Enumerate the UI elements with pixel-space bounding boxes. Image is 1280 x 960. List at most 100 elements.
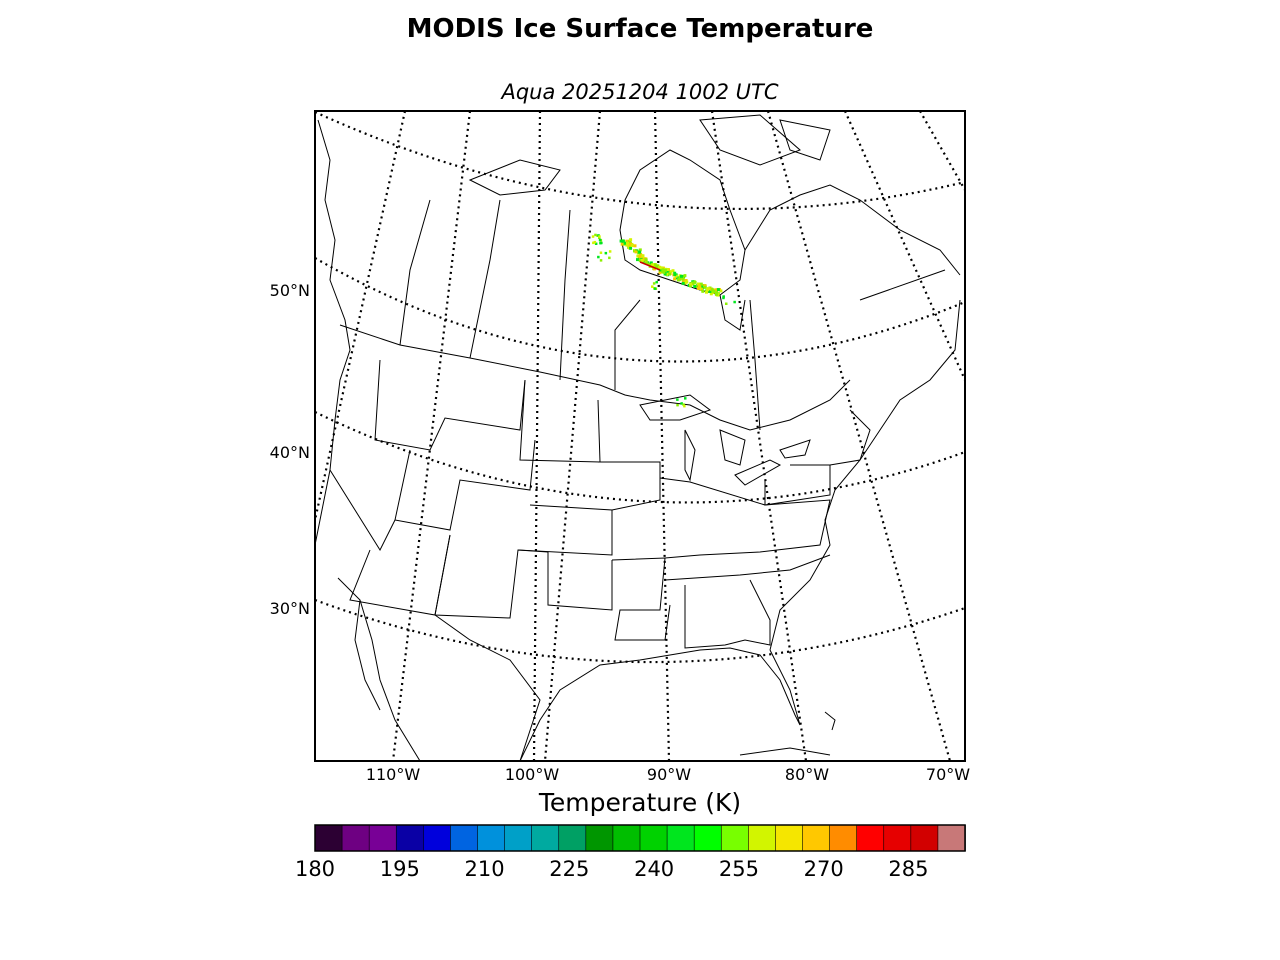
data-pixel xyxy=(593,240,597,244)
longitude-labels: 110°W 100°W 90°W 80°W 70°W xyxy=(366,765,970,784)
data-pixel xyxy=(649,261,653,265)
gulf-coastline xyxy=(519,647,801,761)
data-pixel xyxy=(678,276,682,279)
data-pixel xyxy=(674,274,678,278)
colorbar-bin xyxy=(423,824,452,852)
data-pixel xyxy=(669,270,673,274)
data-pixel xyxy=(651,285,654,288)
colorbar-bin xyxy=(856,824,885,852)
data-pixel xyxy=(629,246,633,250)
data-pixel xyxy=(684,397,687,400)
data-pixel xyxy=(625,243,629,247)
data-pixel xyxy=(660,266,664,270)
data-pixel xyxy=(661,268,665,272)
data-pixel xyxy=(598,238,602,242)
states-pa-ny xyxy=(764,464,831,506)
colorbar-tick-label: 240 xyxy=(634,857,674,881)
data-pixel xyxy=(680,402,683,405)
colorbar-bin xyxy=(531,824,560,852)
colorbar-bin xyxy=(693,824,723,852)
labrador-coast xyxy=(744,184,961,276)
data-pixel xyxy=(661,266,665,270)
data-pixel xyxy=(644,261,648,265)
data-pixel xyxy=(700,287,703,291)
lon-line-80 xyxy=(710,111,808,761)
colorbar-tick-label: 255 xyxy=(719,857,759,881)
states-southeast xyxy=(684,579,771,649)
data-pixel xyxy=(685,280,689,284)
data-pixel xyxy=(733,300,736,304)
colorbar-bin xyxy=(720,824,750,852)
colorbar-bin xyxy=(368,824,398,852)
states-nebraska-kansas xyxy=(598,461,661,511)
lat-label-40: 40°N xyxy=(270,443,310,462)
states-dakotas xyxy=(519,379,601,463)
province-border-sk-mb xyxy=(559,209,571,381)
data-pixel xyxy=(709,292,713,296)
data-pixel xyxy=(691,281,695,285)
data-pixel xyxy=(676,403,679,407)
bahamas xyxy=(824,711,836,731)
colorbar-tick-labels: 180 195 210 225 240 255 270 285 xyxy=(295,857,929,881)
states-south-central xyxy=(611,557,671,641)
data-pixel xyxy=(673,273,677,277)
mexico-interior xyxy=(434,614,541,761)
map-border xyxy=(314,110,966,762)
data-pixel xyxy=(636,254,640,258)
data-pixel xyxy=(705,290,708,294)
data-pixel xyxy=(712,290,716,293)
colorbar-bin xyxy=(639,824,668,852)
colorbar-tick-label: 225 xyxy=(549,857,589,881)
colorbar-tick-label: 285 xyxy=(888,857,928,881)
data-pixel xyxy=(666,268,670,271)
data-pixel xyxy=(598,235,601,238)
states-mountain xyxy=(394,439,536,531)
data-pixel xyxy=(599,259,603,262)
data-pixel xyxy=(633,244,637,248)
data-pixel xyxy=(629,242,633,246)
colorbar-bin xyxy=(612,824,641,852)
lon-line-70 xyxy=(766,111,952,761)
pacific-coastline xyxy=(315,119,351,546)
data-pixel xyxy=(599,251,603,254)
colorbar-bin xyxy=(910,824,939,852)
map-panel[interactable] xyxy=(314,110,966,762)
data-pixel xyxy=(662,270,666,274)
lake-ontario xyxy=(779,439,811,459)
data-pixel xyxy=(719,289,723,293)
state-border-ca-nv xyxy=(329,469,396,552)
colorbar-bin xyxy=(748,824,777,852)
data-pixel xyxy=(597,255,600,259)
latitude-gridlines xyxy=(315,111,965,664)
colorbar-bin xyxy=(585,824,614,852)
lon-line-60 xyxy=(843,111,965,381)
data-pixel xyxy=(626,241,629,245)
lake-superior xyxy=(639,394,712,421)
data-pixel xyxy=(594,242,598,245)
data-pixel xyxy=(623,241,627,245)
latitude-labels: 50°N 40°N 30°N xyxy=(270,281,310,618)
data-pixel xyxy=(625,239,629,243)
data-pixel xyxy=(693,285,697,288)
lat-label-50: 50°N xyxy=(270,281,310,300)
lake-huron xyxy=(719,429,746,466)
data-pixel xyxy=(701,289,705,293)
data-pixel xyxy=(680,274,683,278)
lake-erie xyxy=(734,459,782,486)
data-pixel xyxy=(619,239,623,243)
data-pixel xyxy=(655,280,658,284)
lat-line-30 xyxy=(315,598,965,664)
data-pixel xyxy=(722,295,725,298)
lon-label-100: 100°W xyxy=(505,765,560,784)
data-pixel xyxy=(697,282,700,286)
data-pixel xyxy=(663,272,667,276)
data-pixel xyxy=(594,233,597,237)
data-pixel xyxy=(653,287,657,290)
data-pixel xyxy=(699,282,703,286)
colorbar-bin xyxy=(666,824,695,852)
data-pixel xyxy=(689,284,693,288)
data-pixel xyxy=(681,281,685,285)
data-pixel-line xyxy=(639,261,661,271)
data-pixel xyxy=(722,296,725,300)
